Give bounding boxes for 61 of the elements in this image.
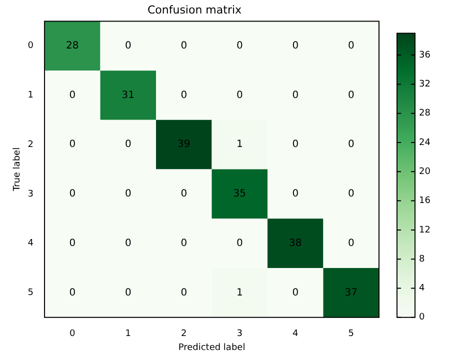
data-label: 0: [69, 238, 76, 249]
data-label: 1: [236, 139, 243, 150]
data-label: 0: [292, 40, 299, 52]
y-axis-title: True label: [12, 147, 23, 192]
y-tick-label: 3: [28, 189, 34, 200]
data-label: 0: [236, 90, 243, 101]
color-bar-label: 20: [419, 167, 431, 177]
x-tick-label: 1: [125, 329, 132, 340]
data-label: 0: [348, 188, 354, 200]
color-bar-label: 12: [419, 225, 430, 236]
chart-title: Confusion matrix: [147, 3, 242, 16]
data-label: 28: [66, 40, 79, 52]
color-bar-label: 8: [419, 254, 425, 264]
color-bar-label: 0: [419, 312, 425, 323]
x-tick-label: 0: [70, 329, 76, 340]
x-tick-label: 3: [236, 329, 243, 340]
data-label: 37: [344, 287, 358, 298]
data-label: 0: [124, 139, 132, 150]
data-label: 0: [69, 188, 76, 200]
color-bar-label: 32: [419, 80, 430, 90]
data-label: 0: [69, 139, 76, 150]
data-label: 0: [348, 139, 354, 150]
color-bar-label: 36: [419, 50, 431, 60]
x-tick-label: 2: [181, 329, 187, 340]
color-bar-label: 28: [419, 108, 431, 119]
data-label: 0: [292, 139, 299, 150]
data-label: 0: [292, 90, 299, 101]
data-label: 0: [69, 287, 76, 298]
data-label: 0: [69, 90, 76, 101]
y-tick-label: 1: [28, 90, 34, 101]
data-label: 0: [124, 287, 132, 298]
color-bar-label: 24: [419, 138, 431, 148]
x-tick-label: 5: [348, 329, 354, 340]
y-tick-label: 0: [28, 41, 34, 52]
color-bar-label: 16: [419, 196, 431, 206]
y-tick-label: 4: [28, 238, 34, 249]
x-tick-label: 4: [292, 329, 299, 340]
color-bar-label: 4: [419, 284, 425, 294]
data-label: 35: [233, 188, 246, 200]
data-label: 0: [348, 90, 354, 101]
x-axis-title: Predicted label: [178, 342, 246, 353]
data-label: 1: [236, 287, 243, 298]
data-label: 0: [292, 287, 299, 298]
data-label: 0: [124, 238, 132, 249]
data-label: 0: [180, 90, 188, 101]
data-label: 0: [292, 188, 299, 200]
data-label: 0: [236, 40, 243, 52]
data-label: 0: [236, 238, 243, 249]
y-tick-label: 5: [28, 288, 34, 298]
data-label: 0: [348, 238, 354, 249]
data-label: 31: [122, 90, 135, 101]
data-label: 0: [180, 287, 188, 298]
data-label: 0: [348, 40, 354, 52]
data-label: 38: [289, 238, 302, 249]
data-label: 0: [124, 40, 132, 52]
data-label: 0: [180, 188, 188, 200]
y-tick-label: 2: [28, 140, 34, 150]
data-label: 0: [124, 188, 132, 200]
data-label: 0: [180, 238, 188, 249]
data-label: 0: [180, 40, 188, 52]
data-label: 39: [178, 139, 190, 150]
